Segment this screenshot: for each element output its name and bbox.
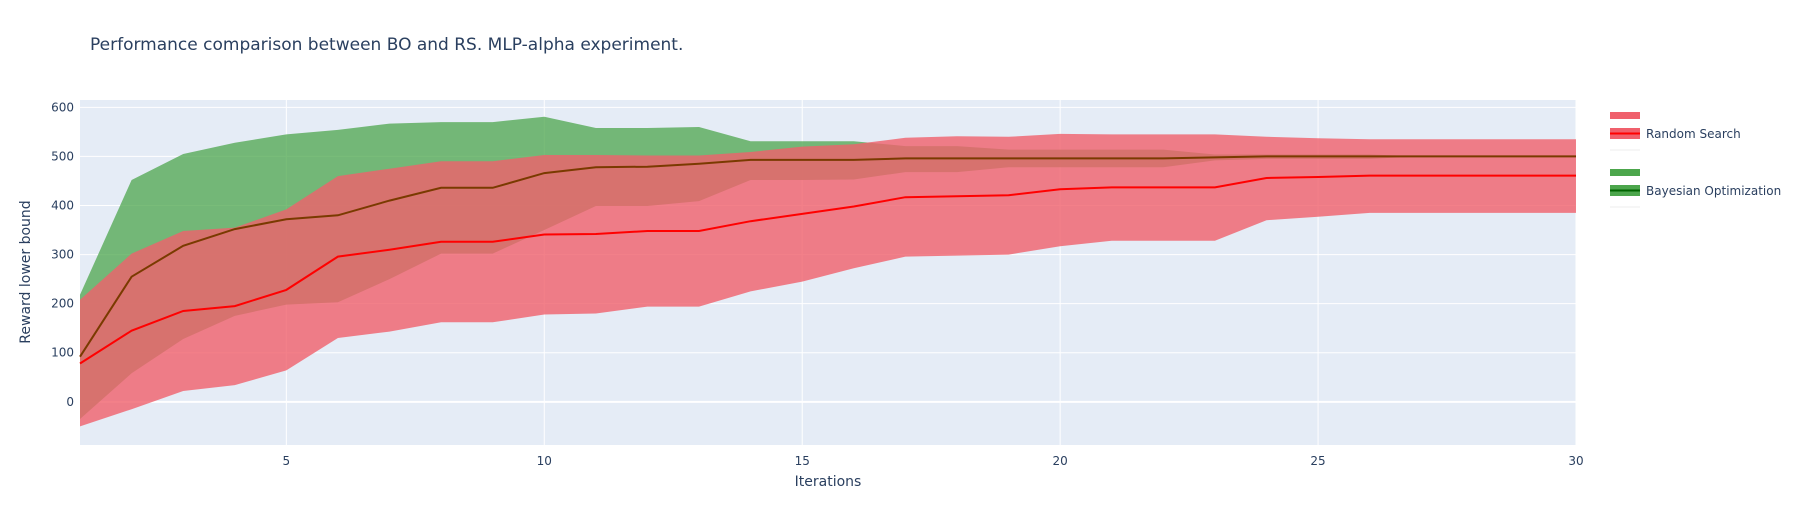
bo-legend-legend-label[interactable]: Bayesian Optimization	[1646, 184, 1781, 198]
x-tick-label: 30	[1568, 454, 1583, 468]
y-tick-label: 500	[51, 149, 74, 163]
x-tick-labels: 5 10 15 20 25 30	[283, 454, 1584, 468]
y-axis-title: Reward lower bound	[18, 200, 34, 343]
y-tick-label: 100	[51, 346, 74, 360]
x-axis-title: Iterations	[795, 474, 862, 490]
rs-legend-band-swatch[interactable]	[1610, 112, 1640, 119]
y-tick-label: 600	[51, 100, 74, 114]
x-tick-label: 15	[795, 454, 810, 468]
x-tick-label: 20	[1052, 454, 1067, 468]
rs-confidence-band	[80, 133, 1576, 427]
x-tick-label: 5	[283, 454, 291, 468]
y-tick-label: 300	[51, 248, 74, 262]
y-tick-label: 0	[66, 395, 74, 409]
series-lines	[79, 155, 1576, 365]
y-tick-labels: 0 100 200 300 400 500 600	[51, 100, 74, 408]
legend: Random Search Bayesian Optimization	[1610, 112, 1781, 208]
bo-mean-line	[79, 155, 1576, 358]
y-tick-label: 400	[51, 199, 74, 213]
confidence-bands	[80, 116, 1576, 427]
chart-title: Performance comparison between BO and RS…	[90, 35, 683, 55]
rs-mean-line	[79, 174, 1576, 365]
x-tick-label: 25	[1310, 454, 1325, 468]
bo-legend-band-swatch[interactable]	[1610, 169, 1640, 176]
rs-legend-legend-label[interactable]: Random Search	[1646, 127, 1741, 141]
x-tick-label: 10	[537, 454, 552, 468]
y-tick-label: 200	[51, 297, 74, 311]
